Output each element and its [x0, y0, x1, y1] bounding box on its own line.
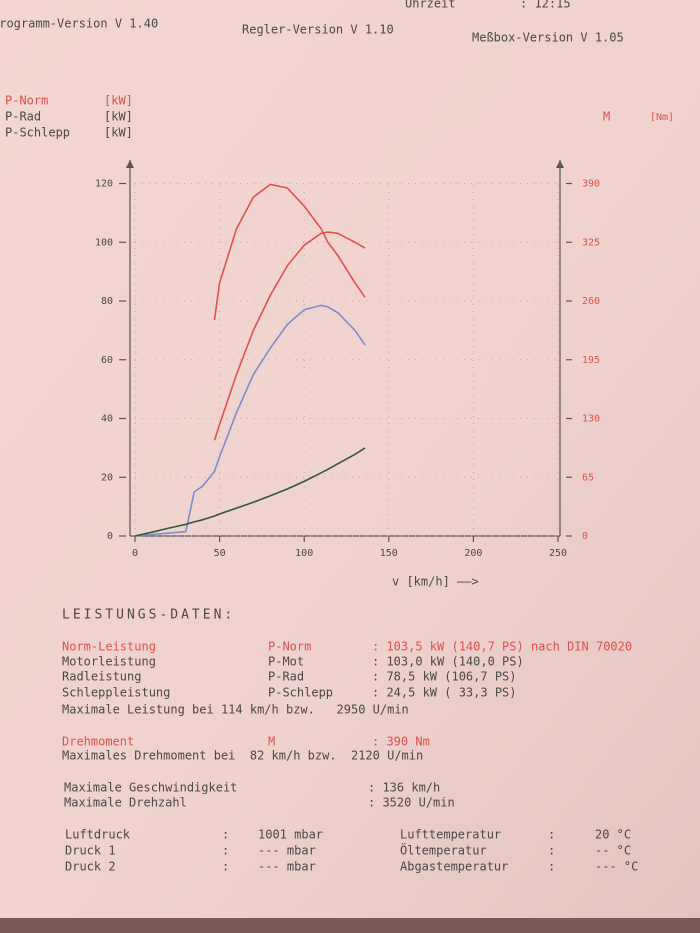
- legend-unit: [kW]: [104, 94, 133, 108]
- y2-tick-label: 390: [582, 179, 600, 190]
- report-cell: :: [222, 860, 229, 874]
- series-line: [213, 231, 366, 441]
- y-tick-label: 120: [95, 179, 113, 190]
- report-cell: :: [548, 828, 555, 842]
- y-tick-label: 60: [101, 355, 113, 366]
- report-cell: M: [268, 735, 275, 749]
- legend-label: P-Norm: [5, 94, 48, 108]
- y2-tick-label: 325: [582, 237, 600, 248]
- y2-axis-arrow: [556, 160, 564, 168]
- x-tick-label: 250: [549, 548, 567, 559]
- report-cell: Drehmoment: [62, 735, 134, 749]
- report-cell: 20 °C: [595, 828, 631, 842]
- y-tick-label: 0: [107, 531, 113, 542]
- x-tick-label: 100: [295, 548, 313, 559]
- report-cell: : 103,5 kW (140,7 PS) nach DIN 70020: [372, 640, 632, 654]
- program-version: Programm-Version V 1.40: [0, 17, 158, 31]
- report-title: LEISTUNGS-DATEN:: [62, 608, 235, 623]
- box-version: Meßbox-Version V 1.05: [472, 31, 624, 45]
- report-cell: Öltemperatur: [400, 842, 487, 858]
- report-cell: P-Norm: [268, 640, 311, 654]
- report-cell: : 24,5 kW ( 33,3 PS): [372, 686, 517, 700]
- report-cell: Radleistung: [62, 670, 141, 684]
- report-cell: :: [548, 844, 555, 858]
- legend-label: M: [603, 110, 610, 124]
- report-cell: --- °C: [595, 860, 638, 874]
- y2-tick-label: 0: [582, 531, 588, 542]
- report-line: Maximales Drehmoment bei 82 km/h bzw. 21…: [62, 749, 423, 763]
- legend-unit: [kW]: [104, 110, 133, 124]
- y-tick-label: 80: [101, 296, 113, 307]
- report-cell: Norm-Leistung: [62, 640, 156, 654]
- report-cell: Maximale Drehzahl: [64, 796, 187, 810]
- time-label: Uhrzeit: [405, 0, 456, 11]
- report-cell: Druck 1: [65, 844, 116, 858]
- report-cell: :: [222, 844, 229, 858]
- y2-tick-label: 130: [582, 414, 600, 425]
- report-cell: -- °C: [595, 844, 631, 858]
- y2-tick-label: 260: [582, 296, 600, 307]
- y-axis-arrow: [126, 160, 134, 168]
- x-tick-label: 0: [132, 548, 138, 559]
- legend-unit: [kW]: [104, 126, 133, 140]
- legend-label: P-Schlepp: [5, 126, 70, 140]
- report-cell: : 136 km/h: [368, 781, 440, 795]
- y-tick-label: 100: [95, 237, 113, 248]
- y2-tick-label: 65: [582, 472, 594, 483]
- time-value: : 12:15: [520, 0, 571, 11]
- x-tick-label: 150: [380, 548, 398, 559]
- report-cell: P-Schlepp: [268, 686, 333, 700]
- series-line: [134, 447, 366, 537]
- report-cell: --- mbar: [258, 860, 316, 874]
- y-tick-label: 40: [101, 414, 113, 425]
- y2-tick-label: 195: [582, 355, 600, 366]
- report-cell: : 78,5 kW (106,7 PS): [372, 670, 517, 684]
- report-cell: : 3520 U/min: [368, 796, 455, 810]
- report-cell: 1001 mbar: [258, 828, 323, 842]
- series-line: [213, 183, 366, 321]
- report-cell: Druck 2: [65, 860, 116, 874]
- report-cell: :: [548, 860, 555, 874]
- legend-unit: [Nm]: [650, 112, 674, 123]
- report-cell: : 390 Nm: [372, 735, 430, 749]
- table-edge: [0, 918, 700, 933]
- report-cell: Abgastemperatur: [400, 860, 508, 874]
- report-cell: Schleppleistung: [62, 686, 170, 700]
- report-cell: Motorleistung: [62, 655, 156, 669]
- report-cell: P-Rad: [268, 670, 304, 684]
- report-cell: : 103,0 kW (140,0 PS): [372, 655, 524, 669]
- report-cell: Lufttemperatur: [400, 828, 501, 842]
- report-cell: Maximale Geschwindigkeit: [64, 781, 237, 795]
- series-line: [134, 304, 366, 537]
- report-line: Maximale Leistung bei 114 km/h bzw. 2950…: [62, 703, 409, 717]
- report-cell: P-Mot: [268, 655, 304, 669]
- legend-label: P-Rad: [5, 110, 41, 124]
- x-axis-label: v [km/h] ——>: [392, 575, 479, 589]
- x-tick-label: 200: [464, 548, 482, 559]
- report-cell: Luftdruck: [65, 828, 131, 842]
- y-tick-label: 20: [101, 472, 113, 483]
- controller-version: Regler-Version V 1.10: [242, 23, 394, 37]
- x-tick-label: 50: [214, 548, 226, 559]
- report-cell: --- mbar: [258, 844, 316, 858]
- report-cell: :: [222, 828, 229, 842]
